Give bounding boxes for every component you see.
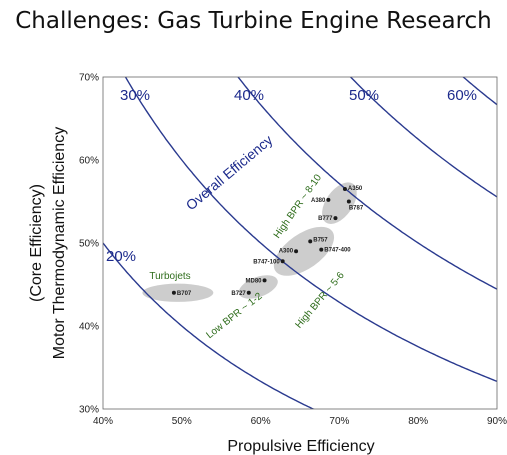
y-tick-label: 70% [79,73,99,84]
aircraft-point [333,216,338,221]
efficiency-curve-label: 50% [349,87,379,104]
y-tick-label: 30% [79,405,99,416]
y-tick-labels: 30% 40% 50% 60% 70% [79,73,99,416]
aircraft-label: A350 [348,186,363,192]
efficiency-curve [349,77,497,198]
aircraft-point [342,187,347,192]
aircraft-label: MD80 [246,278,263,284]
overall-efficiency-label: Overall Efficiency [183,132,276,214]
y-tick-label: 40% [79,322,99,333]
group-ellipse [273,226,335,276]
aircraft-point [294,249,299,254]
aircraft-label: A380 [311,198,326,204]
aircraft-label: B757 [313,237,328,243]
group-label: High BPR ~ 5-6 [293,270,347,331]
x-tick-label: 80% [408,416,428,427]
group-ellipse [142,283,214,302]
curve-labels: 20% 30% 40% 50% 60% [106,87,477,265]
x-tick-label: 70% [329,416,349,427]
efficiency-curve-label: 20% [106,248,136,265]
efficiency-curve-label: 60% [447,87,477,104]
aircraft-label: B747-100 [253,259,280,265]
x-tick-labels: 40% 50% 60% 70% 80% 90% [93,416,507,427]
aircraft-point [308,239,313,244]
efficiency-curve [103,242,315,409]
efficiency-curve-label: 40% [234,87,264,104]
aircraft-label: B777 [318,216,333,222]
slide-title: Challenges: Gas Turbine Engine Research [15,8,492,34]
group-ellipses [142,182,357,302]
efficiency-curve [237,77,497,290]
aircraft-point [326,197,331,202]
efficiency-curve [462,77,497,106]
efficiency-curve [124,77,497,382]
x-axis-label: Propulsive Efficiency [227,438,374,455]
plot-frame [102,76,498,410]
aircraft-label: B747-400 [324,248,351,254]
overall-efficiency-curves [103,77,497,409]
aircraft-label: B707 [177,291,192,297]
aircraft-points: B707 B727 MD80 B747-100 A300 B757 B747-400 B777… [171,186,364,297]
aircraft-point [346,199,351,204]
x-tick-label: 50% [172,416,192,427]
group-label: Turbojets [149,271,190,282]
group-ellipse [322,182,357,224]
aircraft-label: B787 [349,206,364,212]
y-axis-label-line1: Motor Thermodynamic Efficiency [51,127,68,359]
efficiency-curve-label: 30% [120,87,150,104]
x-tick-label: 40% [93,416,113,427]
aircraft-label: A300 [279,248,294,254]
x-tick-label: 60% [251,416,271,427]
aircraft-point [171,290,176,295]
x-tick-label: 90% [487,416,507,427]
y-tick-label: 50% [79,239,99,250]
aircraft-point [319,247,324,252]
y-tick-label: 60% [79,156,99,167]
aircraft-point [246,290,251,295]
y-axis-label-line2: (Core Efficiency) [28,184,45,302]
aircraft-point [262,278,267,283]
aircraft-label: B727 [231,291,246,297]
aircraft-point [280,259,285,264]
group-label: Low BPR ~ 1-2 [204,291,264,342]
